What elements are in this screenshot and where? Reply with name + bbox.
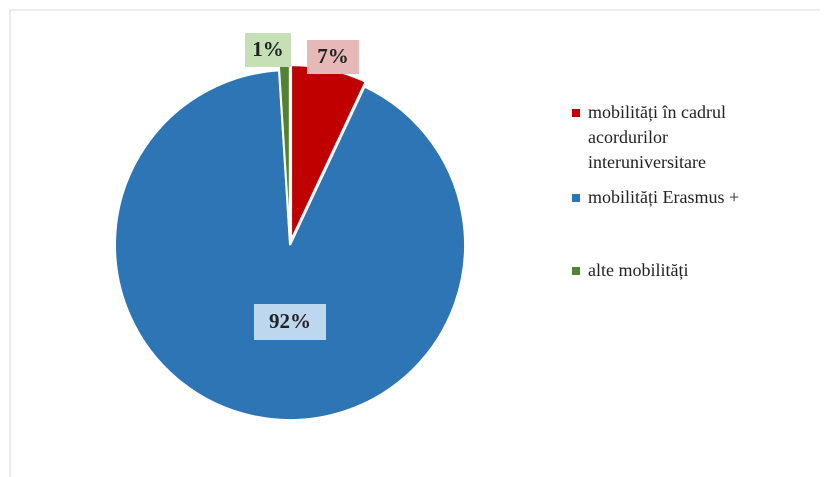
legend: mobilități în cadrul acordurilor interun… (570, 100, 800, 283)
data-label: 92% (269, 309, 311, 333)
data-label: 1% (252, 37, 284, 61)
legend-swatch (572, 109, 580, 117)
legend-label: alte mobilități (588, 260, 689, 280)
legend-item: mobilități în cadrul acordurilor interun… (570, 100, 800, 175)
data-label-box (307, 40, 359, 74)
legend-label: mobilități Erasmus + (588, 187, 740, 207)
data-label: 7% (317, 44, 349, 68)
legend-swatch (572, 267, 580, 275)
legend-swatch (572, 194, 580, 202)
legend-item: mobilități Erasmus + (570, 185, 800, 210)
chart-border (9, 9, 820, 477)
legend-item: alte mobilități (570, 258, 800, 283)
pie-slice (114, 69, 466, 421)
data-label-box (254, 304, 326, 340)
data-label-box (245, 33, 291, 67)
legend-label: mobilități în cadrul acordurilor interun… (588, 102, 726, 172)
